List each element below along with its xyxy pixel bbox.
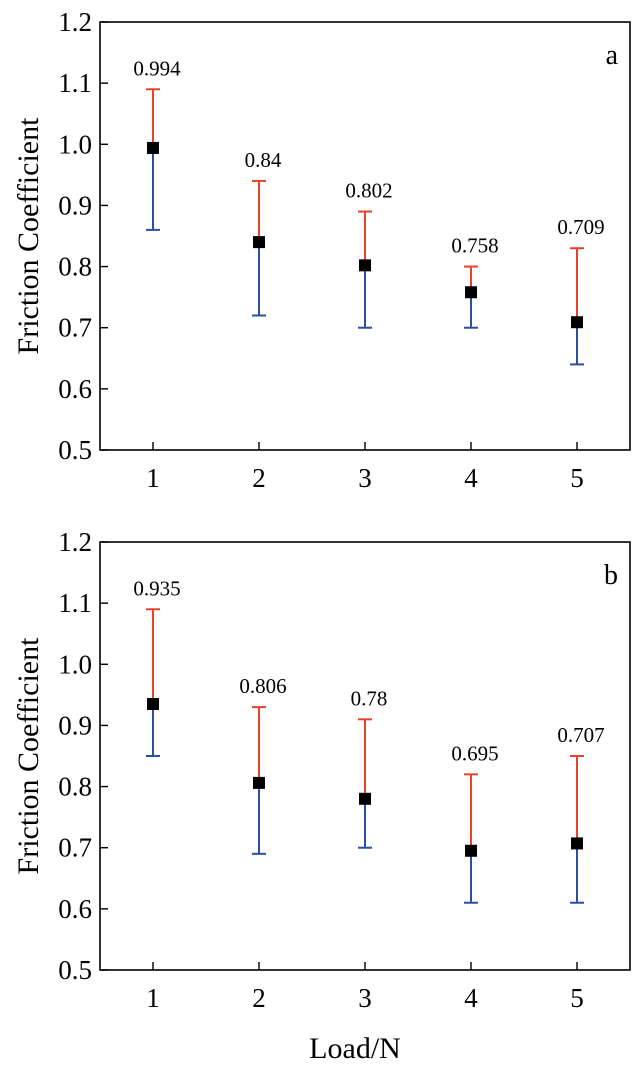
x-tick-label: 4 [464, 463, 478, 493]
y-axis-title: Friction Coefficient [12, 117, 45, 355]
data-value-label: 0.935 [133, 576, 180, 600]
x-tick-label: 2 [252, 983, 266, 1013]
data-point-group: 0.78 [351, 686, 388, 849]
y-tick-label: 1.1 [58, 68, 92, 98]
data-point-group: 0.994 [133, 56, 181, 231]
data-point-marker [465, 844, 477, 857]
data-value-label: 0.78 [351, 686, 388, 710]
x-tick-label: 4 [464, 983, 478, 1013]
data-point-marker [571, 837, 583, 850]
data-value-label: 0.695 [451, 741, 498, 765]
y-tick-label: 0.8 [58, 772, 92, 802]
y-tick-label: 0.7 [58, 313, 92, 343]
y-tick-label: 0.8 [58, 252, 92, 282]
y-tick-label: 0.5 [58, 435, 92, 465]
x-tick-label: 2 [252, 463, 266, 493]
data-value-label: 0.707 [557, 723, 604, 747]
y-tick-label: 0.6 [58, 894, 92, 924]
y-tick-label: 1.0 [58, 129, 92, 159]
y-axis-title: Friction Coefficient [12, 637, 45, 875]
y-tick-label: 1.1 [58, 588, 92, 618]
x-tick-label: 1 [146, 983, 160, 1013]
chart-panel-b: 0.5 0.6 0.7 0.8 0.9 1.0 1.1 1.2 1 2 3 4 5 Friction Co… [12, 527, 631, 1065]
x-tick-label: 3 [358, 463, 372, 493]
panel-label: b [604, 560, 618, 591]
y-tick-label: 0.9 [58, 710, 92, 740]
x-axis-title: Load/N [309, 1032, 401, 1065]
data-point-group: 0.802 [345, 179, 393, 329]
y-tick-label: 1.2 [58, 527, 92, 557]
data-value-label: 0.758 [451, 234, 498, 258]
x-tick-label: 1 [146, 463, 160, 493]
panel-label: a [606, 40, 619, 71]
x-tick-label: 5 [570, 463, 584, 493]
data-point-marker [253, 236, 265, 249]
data-point-marker [147, 141, 159, 154]
data-point-group: 0.806 [239, 674, 287, 855]
data-point-marker [571, 316, 583, 329]
data-point-group: 0.695 [451, 741, 499, 904]
data-point-group: 0.935 [133, 576, 181, 757]
y-tick-label: 0.7 [58, 833, 92, 863]
x-tick-label: 3 [358, 983, 372, 1013]
data-value-label: 0.802 [345, 179, 392, 203]
y-tick-label: 1.2 [58, 7, 92, 37]
data-point-group: 0.709 [557, 215, 605, 366]
chart-panel-a: 0.5 0.6 0.7 0.8 0.9 1.0 1.1 1.2 1 2 3 4 5 Friction Co… [12, 7, 631, 493]
x-tick-label: 5 [570, 983, 584, 1013]
data-value-label: 0.709 [557, 215, 604, 239]
data-point-group: 0.707 [557, 723, 605, 904]
data-point-marker [465, 286, 477, 299]
y-tick-label: 0.9 [58, 190, 92, 220]
y-tick-label: 0.5 [58, 955, 92, 985]
y-tick-label: 1.0 [58, 649, 92, 679]
data-value-label: 0.806 [239, 674, 286, 698]
data-point-group: 0.84 [245, 148, 282, 317]
data-point-marker [147, 698, 159, 711]
data-point-group: 0.758 [451, 234, 499, 329]
data-value-label: 0.84 [245, 148, 282, 172]
data-point-marker [359, 792, 371, 805]
y-tick-label: 0.6 [58, 374, 92, 404]
data-point-marker [253, 776, 265, 789]
data-point-marker [359, 259, 371, 272]
data-value-label: 0.994 [133, 56, 181, 80]
